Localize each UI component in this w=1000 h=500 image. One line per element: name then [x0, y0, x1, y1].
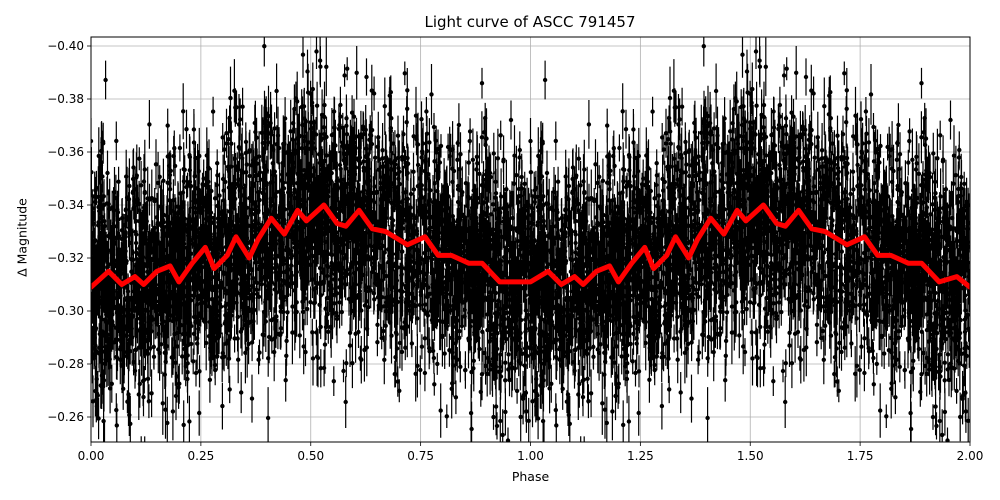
x-tick-label: 0.25: [188, 449, 215, 463]
observation-points: [91, 37, 970, 442]
x-tick-label: 0.75: [407, 449, 434, 463]
axis-ticks: 0.00 0.25 0.50 0.75 1.00 1.25 1.50 1.75 2.00 −0.4…: [47, 39, 983, 463]
y-tick-label: −0.32: [47, 251, 84, 265]
y-tick-label: −0.30: [47, 304, 84, 318]
x-tick-label: 0.00: [78, 449, 105, 463]
x-tick-label: 1.75: [847, 449, 874, 463]
x-tick-label: 1.50: [737, 449, 764, 463]
x-axis-label: Phase: [511, 469, 550, 484]
y-tick-label: −0.34: [47, 198, 84, 212]
model-curve: [91, 202, 970, 290]
y-tick-label: −0.36: [47, 145, 84, 159]
y-axis-label: Δ Magnitude: [14, 198, 30, 277]
x-tick-label: 1.00: [517, 449, 544, 463]
y-tick-label: −0.40: [47, 39, 84, 53]
y-tick-label: −0.26: [47, 410, 84, 424]
x-tick-label: 2.00: [957, 449, 984, 463]
x-tick-label: 0.50: [297, 449, 324, 463]
y-tick-label: −0.28: [47, 357, 84, 371]
x-tick-label: 1.25: [627, 449, 654, 463]
y-tick-label: −0.38: [47, 92, 84, 106]
chart-title: Light curve of ASCC 791457: [424, 13, 636, 31]
